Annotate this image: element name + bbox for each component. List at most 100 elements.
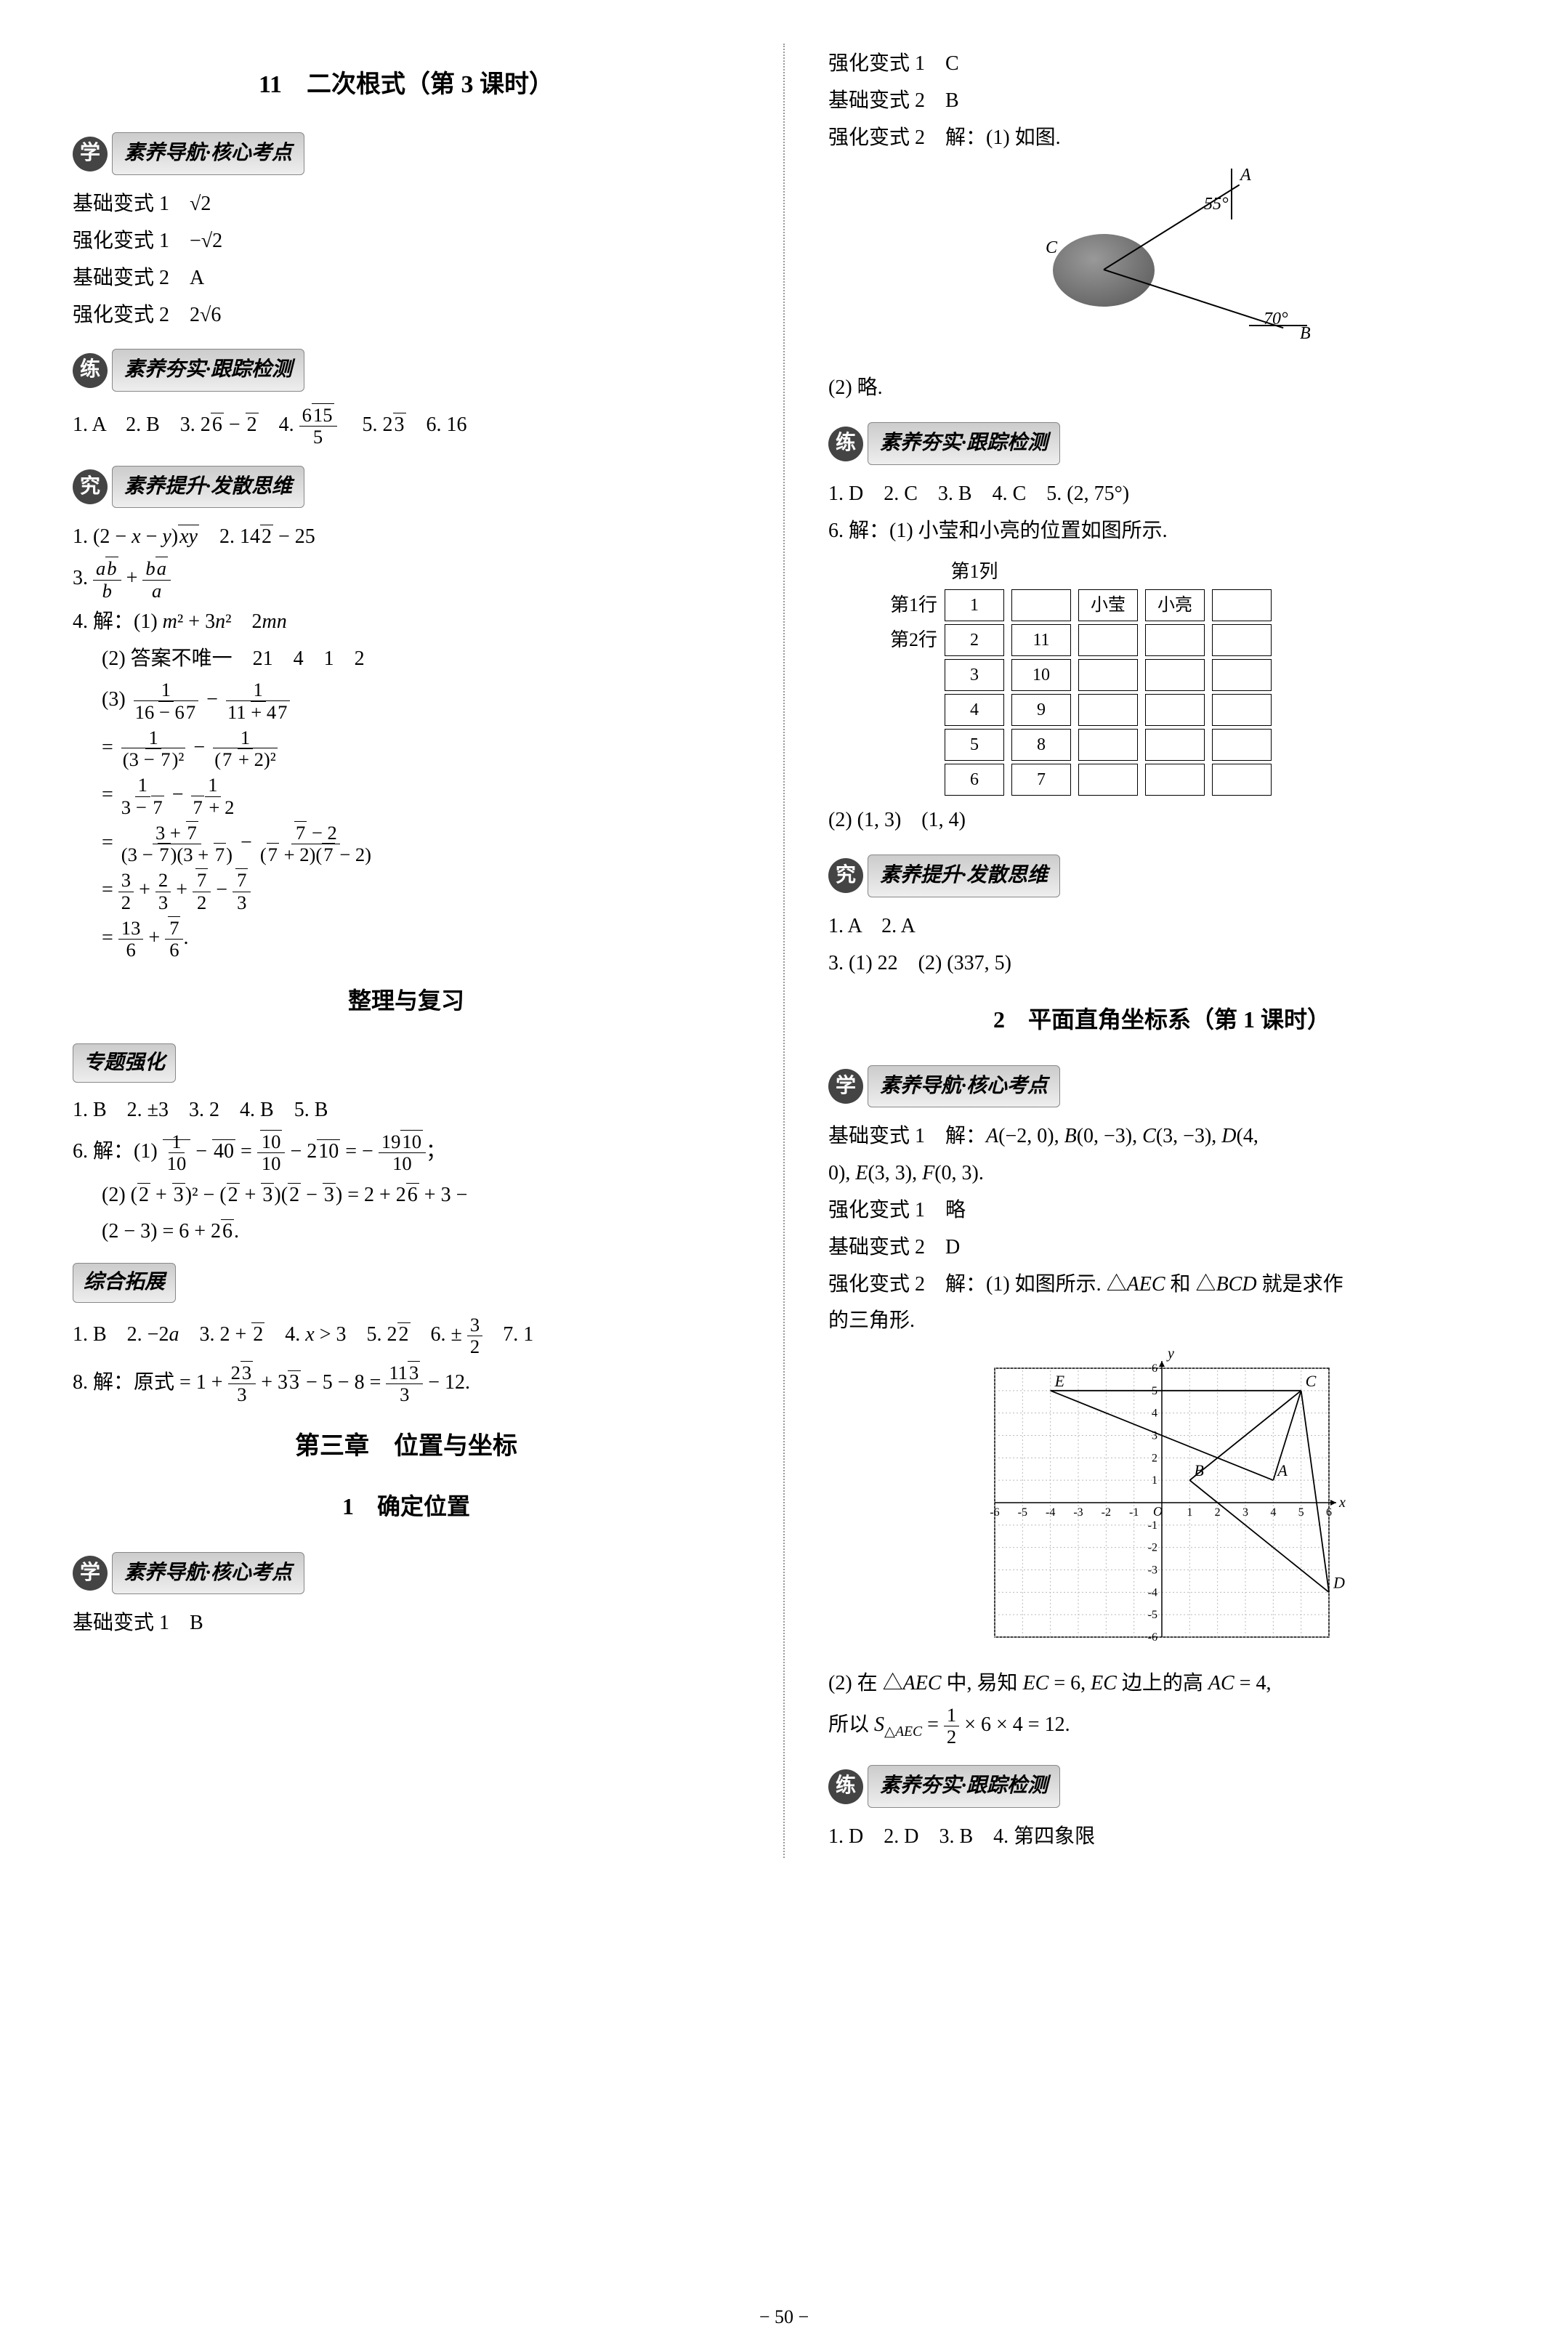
grid-diagram: 第1列 第1行1小莹小亮第2行211310495867 [872, 557, 1495, 796]
text-line: 4. 解：(1) m² + 3n² 2mn [73, 606, 740, 639]
text-line: (2 − 3) = 6 + 26. [73, 1216, 740, 1248]
grid-cell [1212, 659, 1272, 691]
grid-cell [1212, 694, 1272, 726]
grid-cell [1212, 729, 1272, 761]
grid-cell: 3 [945, 659, 1004, 691]
column-divider [783, 44, 785, 1858]
svg-text:D: D [1333, 1573, 1345, 1591]
grid-cell [1011, 589, 1071, 621]
sub-badge-zh: 综合拓展 [73, 1263, 176, 1303]
grid-cell [1212, 624, 1272, 656]
text-line: = 1(3 − 7)² − 1(7 + 2)² [73, 727, 740, 771]
label-C: C [1046, 234, 1057, 262]
text-line: = 3 + 7(3 − 7)(3 + 7) − 7 − 2(7 + 2)(7 −… [73, 823, 740, 866]
svg-text:-6: -6 [1148, 1631, 1157, 1644]
text-line: = 136 + 76. [73, 918, 740, 961]
grid-cell: 2 [945, 624, 1004, 656]
svg-text:-2: -2 [1148, 1542, 1157, 1554]
title-2: 2 平面直角坐标系（第 1 课时） [828, 1001, 1495, 1038]
grid-row: 310 [872, 659, 1495, 691]
text-line: 1. (2 − x − y)xy 2. 142 − 25 [73, 521, 740, 554]
label-A: A [1240, 161, 1251, 189]
badge-label: 素养导航·核心考点 [112, 132, 304, 175]
grid-cell [1145, 764, 1205, 796]
grid-cell: 10 [1011, 659, 1071, 691]
grid-cell [1145, 729, 1205, 761]
grid-row: 第2行 211 [872, 624, 1495, 656]
grid-row: 第1行1小莹小亮 [872, 589, 1495, 621]
title-section1: 1 确定位置 [73, 1488, 740, 1525]
svg-text:y: y [1166, 1346, 1174, 1362]
svg-text:1: 1 [1152, 1474, 1157, 1487]
badge-circle: 究 [73, 469, 108, 504]
svg-text:C: C [1306, 1372, 1317, 1390]
ellipse-diagram: A B C 55° 70° [1009, 161, 1314, 365]
grid-row-label: 第1行 [872, 590, 937, 621]
svg-text:-5: -5 [1148, 1609, 1157, 1621]
badge-label: 素养夯实·跟踪检测 [868, 422, 1060, 465]
text-line: 1. B 2. −2a 3. 2 + 2 4. x > 3 5. 22 6. ±… [73, 1314, 740, 1358]
badge-lian-1: 练 素养夯实·跟踪检测 [73, 349, 304, 392]
text-line: 基础变式 2 A [73, 262, 740, 295]
text-line: (2) (2 + 3)² − (2 + 3)(2 − 3) = 2 + 26 +… [73, 1179, 740, 1212]
svg-text:-5: -5 [1018, 1506, 1027, 1519]
text-line: 基础变式 2 D [828, 1232, 1495, 1264]
text-line: 所以 S△AEC = 12 × 6 × 4 = 12. [828, 1705, 1495, 1748]
grid-cell: 6 [945, 764, 1004, 796]
ellipse-shape [1053, 234, 1155, 307]
text-line: 基础变式 1 √2 [73, 188, 740, 221]
badge-label: 素养夯实·跟踪检测 [868, 1765, 1060, 1808]
grid-cell [1212, 589, 1272, 621]
grid-cell: 4 [945, 694, 1004, 726]
title-1: 11 二次根式（第 3 课时） [73, 65, 740, 105]
grid-row: 67 [872, 764, 1495, 796]
badge-circle: 练 [828, 1769, 863, 1804]
text-line: (2) 答案不唯一 21 4 1 2 [73, 643, 740, 676]
svg-text:4: 4 [1270, 1506, 1276, 1519]
svg-text:-3: -3 [1073, 1506, 1083, 1519]
text-line: 强化变式 1 C [828, 48, 1495, 81]
badge-circle: 究 [828, 858, 863, 893]
badge-lian-r1: 练 素养夯实·跟踪检测 [828, 422, 1060, 465]
text-line: 8. 解：原式 = 1 + 233 + 33 − 5 − 8 = 1133 − … [73, 1362, 740, 1406]
svg-text:-4: -4 [1148, 1586, 1157, 1599]
col-header: 第1列 [945, 557, 1004, 587]
grid-cell [1078, 659, 1138, 691]
grid-cell [1078, 694, 1138, 726]
label-70: 70° [1264, 305, 1288, 333]
grid-cell: 7 [1011, 764, 1071, 796]
svg-text:2: 2 [1152, 1452, 1157, 1464]
svg-text:4: 4 [1152, 1407, 1157, 1420]
text-line: (3) 116 − 67 − 111 + 47 [73, 679, 740, 723]
grid-cell [1078, 729, 1138, 761]
grid-row-label: 第2行 [872, 625, 937, 655]
text-line: 强化变式 1 略 [828, 1195, 1495, 1227]
svg-text:-4: -4 [1046, 1506, 1055, 1519]
svg-text:1: 1 [1187, 1506, 1192, 1519]
grid-cell: 小莹 [1078, 589, 1138, 621]
grid-cell: 9 [1011, 694, 1071, 726]
svg-text:2: 2 [1215, 1506, 1221, 1519]
svg-text:B: B [1194, 1461, 1203, 1479]
chart-svg: -6-5-4-3-2-1123456-6-5-4-3-2-1123456OxyA… [973, 1346, 1351, 1659]
text-line: 1. A 2. A [828, 910, 1495, 943]
grid-row: 49 [872, 694, 1495, 726]
badge-label: 素养导航·核心考点 [868, 1065, 1060, 1108]
badge-circle: 练 [828, 427, 863, 461]
text-line: 强化变式 2 2√6 [73, 299, 740, 332]
badge-circle: 练 [73, 353, 108, 388]
page-number: − 50 − [0, 2302, 1568, 2332]
text-line: 1. B 2. ±3 3. 2 4. B 5. B [73, 1094, 740, 1127]
grid-cell [1145, 694, 1205, 726]
text-line: 1. D 2. C 3. B 4. C 5. (2, 75°) [828, 478, 1495, 511]
title-chapter: 第三章 位置与坐标 [73, 1427, 740, 1466]
svg-text:x: x [1338, 1495, 1346, 1511]
badge-xue-r: 学 素养导航·核心考点 [828, 1065, 1060, 1108]
text-line: 基础变式 2 B [828, 85, 1495, 118]
grid-header: 第1列 [872, 557, 1495, 587]
grid-cell: 11 [1011, 624, 1071, 656]
grid-cell [1212, 764, 1272, 796]
text-line: = 32 + 23 + 72 − 73 [73, 870, 740, 913]
svg-text:-1: -1 [1148, 1519, 1157, 1532]
text-line: 强化变式 2 解：(1) 如图. [828, 122, 1495, 155]
